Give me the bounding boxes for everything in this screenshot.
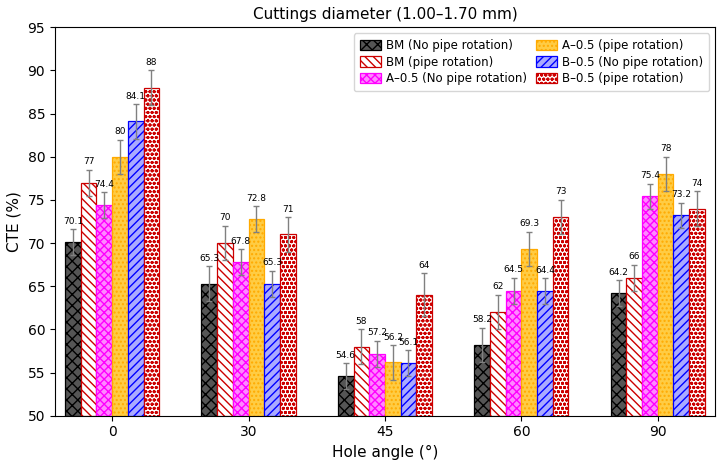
- Text: 78: 78: [660, 144, 671, 153]
- Text: 73: 73: [554, 187, 566, 197]
- Bar: [354, 347, 369, 416]
- Text: 66: 66: [628, 252, 640, 261]
- Bar: [521, 249, 537, 416]
- Text: 74.4: 74.4: [95, 180, 114, 189]
- Text: 57.2: 57.2: [367, 328, 387, 337]
- Text: 58: 58: [356, 317, 367, 326]
- Bar: [611, 293, 627, 416]
- Bar: [369, 354, 385, 416]
- Text: 75.4: 75.4: [640, 171, 660, 180]
- Text: 77: 77: [83, 157, 95, 166]
- Text: 64.5: 64.5: [503, 265, 523, 274]
- Text: 54.6: 54.6: [336, 351, 356, 360]
- Y-axis label: CTE (%): CTE (%): [7, 191, 22, 252]
- Bar: [674, 215, 689, 416]
- Bar: [112, 157, 128, 416]
- Text: 74: 74: [691, 179, 703, 188]
- Bar: [128, 121, 144, 416]
- Text: 64: 64: [419, 261, 430, 270]
- Text: 88: 88: [146, 58, 157, 67]
- Title: Cuttings diameter (1.00–1.70 mm): Cuttings diameter (1.00–1.70 mm): [253, 7, 518, 22]
- Bar: [233, 262, 248, 416]
- Bar: [248, 219, 264, 416]
- Bar: [401, 363, 417, 416]
- Legend: BM (No pipe rotation), BM (pipe rotation), A–0.5 (No pipe rotation), A–0.5 (pipe: BM (No pipe rotation), BM (pipe rotation…: [354, 33, 709, 91]
- Bar: [264, 283, 280, 416]
- Bar: [553, 217, 568, 416]
- Bar: [217, 243, 233, 416]
- Bar: [505, 290, 521, 416]
- Text: 72.8: 72.8: [246, 193, 266, 203]
- Text: 84.1: 84.1: [126, 92, 146, 101]
- Bar: [280, 234, 295, 416]
- Bar: [627, 278, 642, 416]
- Bar: [81, 183, 97, 416]
- Bar: [385, 362, 401, 416]
- Bar: [97, 205, 112, 416]
- Text: 69.3: 69.3: [519, 219, 539, 228]
- Bar: [689, 209, 705, 416]
- Text: 73.2: 73.2: [671, 190, 691, 199]
- Bar: [201, 283, 217, 416]
- Bar: [537, 291, 553, 416]
- Text: 62: 62: [492, 283, 503, 291]
- Bar: [417, 295, 432, 416]
- Bar: [658, 174, 674, 416]
- Text: 56.1: 56.1: [399, 338, 419, 347]
- Bar: [642, 197, 658, 416]
- X-axis label: Hole angle (°): Hole angle (°): [332, 445, 438, 460]
- Text: 64.2: 64.2: [609, 268, 628, 277]
- Text: 67.8: 67.8: [230, 237, 251, 246]
- Text: 70: 70: [219, 213, 231, 222]
- Text: 58.2: 58.2: [472, 315, 492, 324]
- Text: 56.2: 56.2: [383, 333, 403, 341]
- Text: 70.1: 70.1: [63, 217, 83, 226]
- Text: 65.3: 65.3: [199, 254, 219, 263]
- Text: 80: 80: [114, 127, 126, 136]
- Bar: [338, 376, 354, 416]
- Bar: [144, 88, 159, 416]
- Bar: [474, 345, 490, 416]
- Bar: [490, 312, 505, 416]
- Text: 64.4: 64.4: [535, 266, 554, 275]
- Text: 65.3: 65.3: [262, 258, 282, 267]
- Text: 71: 71: [282, 205, 294, 214]
- Bar: [65, 242, 81, 416]
